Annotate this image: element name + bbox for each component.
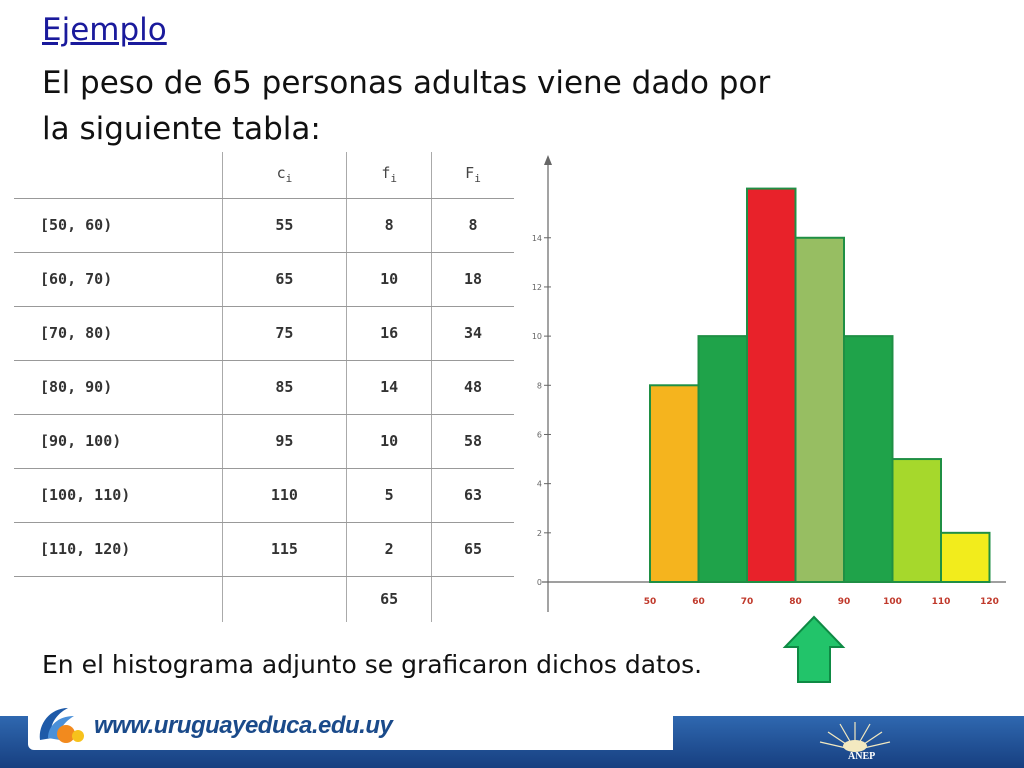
- cell-f: 10: [346, 414, 432, 469]
- table-row: [80, 90) 85 14 48: [14, 360, 514, 415]
- histogram-bar: [940, 531, 991, 583]
- cell-f: 2: [346, 522, 432, 577]
- cell-c: 75: [221, 306, 347, 361]
- cell-empty: [14, 576, 222, 622]
- y-tick-label: 10: [532, 332, 542, 341]
- table-total-row: 65: [14, 576, 514, 622]
- cell-interval: [100, 110): [14, 468, 222, 523]
- cell-total: 65: [346, 576, 432, 622]
- cell-f: 14: [346, 360, 432, 415]
- table-row: [100, 110) 110 5 63: [14, 468, 514, 523]
- cell-c: 115: [221, 522, 347, 577]
- site-url[interactable]: www.uruguayeduca.edu.uy: [94, 712, 393, 739]
- cell-f: 16: [346, 306, 432, 361]
- histogram-bar: [843, 335, 894, 583]
- cell-interval: [80, 90): [14, 360, 222, 415]
- histogram-bar: [649, 384, 700, 583]
- cell-F: 65: [431, 522, 514, 577]
- x-tick-label: 120: [980, 597, 999, 607]
- cell-F: 58: [431, 414, 514, 469]
- cell-interval: [110, 120): [14, 522, 222, 577]
- cell-f: 10: [346, 252, 432, 307]
- cell-c: 85: [221, 360, 347, 415]
- histogram-bar: [794, 236, 845, 583]
- cell-F: 18: [431, 252, 514, 307]
- cell-empty: [431, 576, 514, 622]
- anep-sun-logo-icon: [819, 722, 891, 752]
- cell-f: 8: [346, 198, 432, 253]
- cell-c: 55: [221, 198, 347, 253]
- cell-interval: [60, 70): [14, 252, 222, 307]
- table-row: [60, 70) 65 10 18: [14, 252, 514, 307]
- cell-f: 5: [346, 468, 432, 523]
- histogram-chart: 0 2 4 6 8 10 12 14 50 60 70 80 90 100 110 120: [532, 155, 1006, 612]
- x-tick-label: 70: [741, 597, 754, 607]
- cell-interval: [90, 100): [14, 414, 222, 469]
- uruguayeduca-logo-icon: [39, 708, 84, 743]
- cell-F: 8: [431, 198, 514, 253]
- x-tick-label: 90: [838, 597, 851, 607]
- slide-heading: El peso de 65 personas adultas viene dad…: [42, 65, 771, 147]
- header-cumulative: Fi: [431, 152, 514, 199]
- cell-c: 110: [221, 468, 347, 523]
- header-class-mark: ci: [221, 152, 347, 199]
- table-row: [50, 60) 55 8 8: [14, 198, 514, 253]
- cell-interval: [70, 80): [14, 306, 222, 361]
- y-tick-label: 14: [532, 234, 542, 243]
- table-row: [70, 80) 75 16 34: [14, 306, 514, 361]
- header-frequency: fi: [346, 152, 432, 199]
- y-axis-arrow: [544, 155, 552, 165]
- x-tick-label: 110: [932, 597, 951, 607]
- table-header-row: ci fi Fi: [14, 152, 514, 199]
- cell-c: 65: [221, 252, 347, 307]
- y-tick-label: 4: [537, 480, 542, 489]
- footer-brand-panel: [28, 700, 673, 750]
- table-row: [110, 120) 115 2 65: [14, 522, 514, 577]
- histogram-bar: [891, 458, 942, 584]
- y-tick-label: 0: [537, 578, 542, 587]
- y-tick-label: 6: [537, 430, 542, 439]
- x-tick-label: 80: [789, 597, 802, 607]
- table-row: [90, 100) 95 10 58: [14, 414, 514, 469]
- header-interval: [14, 152, 222, 199]
- cell-c: 95: [221, 414, 347, 469]
- cell-F: 63: [431, 468, 514, 523]
- slide-caption: En el histograma adjunto se graficaron d…: [42, 650, 703, 679]
- cell-interval: [50, 60): [14, 198, 222, 253]
- x-tick-label: 60: [692, 597, 705, 607]
- y-tick-label: 12: [532, 283, 542, 292]
- up-arrow-icon: [782, 615, 846, 683]
- cell-F: 48: [431, 360, 514, 415]
- frequency-table: ci fi Fi [50, 60) 55 8 8 [60, 70) 65 10 …: [14, 152, 514, 622]
- cell-empty: [221, 576, 347, 622]
- y-tick-label: 8: [537, 381, 542, 390]
- y-tick-label: 2: [537, 529, 542, 538]
- x-tick-label: 50: [644, 597, 657, 607]
- anep-label: ANEP: [848, 751, 876, 762]
- histogram-bar: [746, 187, 797, 584]
- cell-F: 34: [431, 306, 514, 361]
- ejemplo-link[interactable]: Ejemplo: [42, 12, 167, 48]
- x-tick-label: 100: [883, 597, 902, 607]
- histogram-bar: [697, 335, 748, 583]
